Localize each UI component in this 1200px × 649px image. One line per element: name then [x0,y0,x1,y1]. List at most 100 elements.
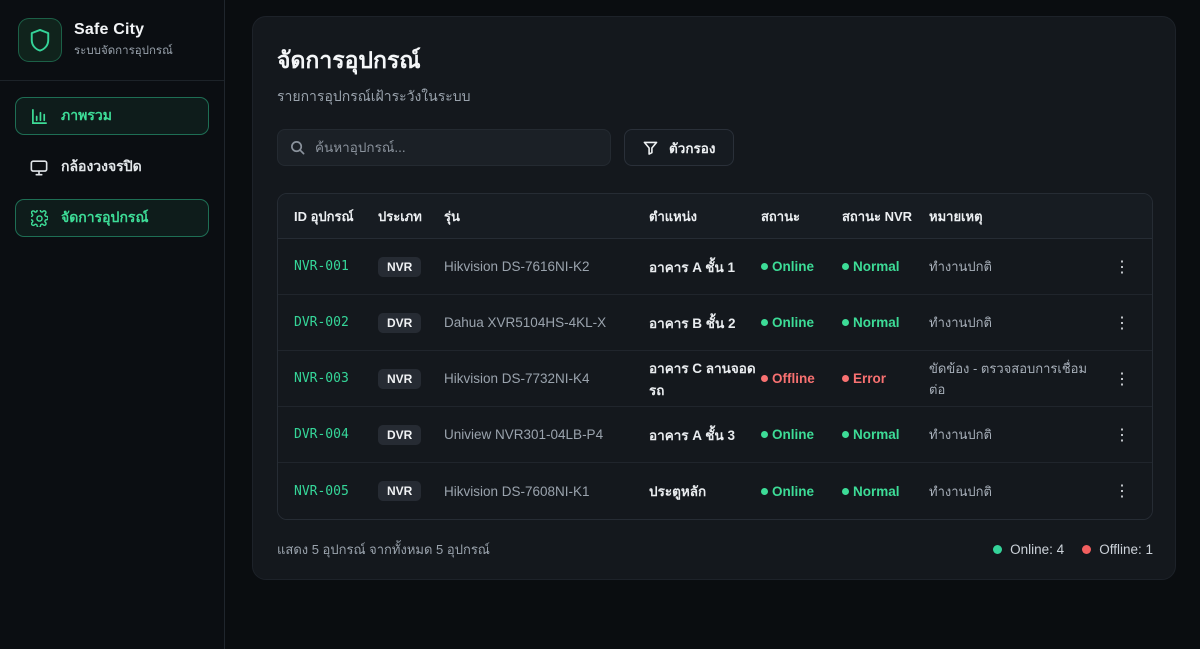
table-row: DVR-002 DVR Dahua XVR5104HS-4KL-X อาคาร B ช… [278,295,1152,351]
device-type-badge: DVR [378,424,422,445]
sidebar-nav: ภาพรวม กล้องวงจรปิด จัดการอุปกรณ์ [0,81,224,253]
table-row: NVR-001 NVR Hikvision DS-7616NI-K2 อาคาร A … [278,239,1152,295]
device-type-cell: DVR [378,424,444,445]
device-note: ทำงานปกติ [929,483,992,499]
online-count: Online: 4 [1010,542,1065,557]
device-status: Online [761,315,842,330]
status-label: Offline [772,371,815,386]
row-menu-button[interactable]: ⋮ [1108,477,1136,505]
status-label: Online [772,483,815,499]
device-note: ทำงานปกติ [929,315,992,330]
nvr-status-label: Normal [853,427,900,442]
row-menu-button[interactable]: ⋮ [1108,253,1136,281]
device-model: Hikvision DS-7616NI-K2 [444,259,590,274]
results-summary: แสดง 5 อุปกรณ์ จากทั้งหมด 5 อุปกรณ์ [277,542,490,557]
status-legend: Online: 4 Offline: 1 [993,542,1153,557]
nvr-status-dot-icon [842,375,849,382]
device-type-cell: DVR [378,312,444,333]
gear-icon [30,209,48,227]
nvr-status-dot-icon [842,487,849,495]
device-status: Online [761,427,842,442]
status-dot-icon [761,431,768,438]
search-input[interactable] [315,140,598,155]
app-title: Safe City [74,20,145,38]
column-header-status: สถานะ [761,208,800,224]
device-note: ทำงานปกติ [929,427,992,442]
device-location: อาคาร C ลานจอดรถ [649,360,756,398]
nvr-status-dot-icon [842,431,849,438]
device-management-card: จัดการอุปกรณ์ รายการอุปกรณ์เฝ้าระวังในระ… [252,16,1176,580]
sidebar-item-label: จัดการอุปกรณ์ [61,209,149,225]
table-body: NVR-001 NVR Hikvision DS-7616NI-K2 อาคาร A … [278,239,1152,519]
sidebar-item-cameras[interactable]: กล้องวงจรปิด [15,148,209,186]
row-menu-button[interactable]: ⋮ [1108,309,1136,337]
device-model: Dahua XVR5104HS-4KL-X [444,315,607,330]
status-label: Online [772,259,815,274]
status-label: Online [772,315,815,330]
status-dot-icon [761,319,768,326]
device-type-badge: NVR [378,256,422,277]
device-status: Offline [761,371,842,386]
nvr-status-label: Normal [853,483,900,499]
column-header-note: หมายเหตุ [929,208,983,224]
table-row: NVR-005 NVR Hikvision DS-7608NI-K1 ประตูหลั… [278,463,1152,519]
offline-count: Offline: 1 [1099,542,1153,557]
device-nvr-status: Error [842,371,929,386]
main-content: จัดการอุปกรณ์ รายการอุปกรณ์เฝ้าระวังในระ… [225,0,1200,649]
device-location: อาคาร A ชั้น 3 [649,427,735,443]
device-location: ประตูหลัก [649,484,707,499]
search-box [277,129,611,166]
device-type-badge: NVR [378,481,422,501]
device-type-cell: NVR [378,368,444,389]
device-table: ID อุปกรณ์ ประเภท รุ่น ตำแหน่ง สถานะ สถา… [277,193,1153,520]
table-row: DVR-004 DVR Uniview NVR301-04LB-P4 อาคาร A … [278,407,1152,463]
brand-text: Safe City ระบบจัดการอุปกรณ์ [74,21,173,60]
page-subtitle: รายการอุปกรณ์เฝ้าระวังในระบบ [277,88,471,104]
column-header-type: ประเภท [378,208,422,224]
sidebar-item-devices[interactable]: จัดการอุปกรณ์ [15,199,209,237]
device-model: Uniview NVR301-04LB-P4 [444,427,604,442]
device-id: DVR-004 [294,427,349,442]
row-menu-button[interactable]: ⋮ [1108,421,1136,449]
row-menu-button[interactable]: ⋮ [1108,365,1136,393]
funnel-icon [643,141,658,155]
device-location: อาคาร A ชั้น 1 [649,259,735,275]
device-model: Hikvision DS-7732NI-K4 [444,371,590,386]
device-status: Online [761,259,842,274]
app-logo [18,18,62,62]
device-nvr-status: Normal [842,484,929,499]
filter-button[interactable]: ตัวกรอง [624,129,735,166]
search-icon [290,140,305,155]
bar-chart-icon [30,108,48,125]
nvr-status-label: Normal [853,315,900,330]
online-dot-icon [993,545,1003,554]
device-nvr-status: Normal [842,427,929,442]
device-note: ทำงานปกติ [929,259,992,274]
device-location: อาคาร B ชั้น 2 [649,315,736,331]
column-header-id: ID อุปกรณ์ [294,208,354,224]
device-type-badge: NVR [378,368,422,389]
status-label: Online [772,427,815,442]
brand: Safe City ระบบจัดการอุปกรณ์ [0,0,224,81]
legend-online: Online: 4 [993,542,1064,557]
filter-button-label: ตัวกรอง [669,140,716,156]
status-dot-icon [761,263,768,270]
table-row: NVR-003 NVR Hikvision DS-7732NI-K4 อาคาร C … [278,351,1152,407]
status-dot-icon [761,487,768,495]
nvr-status-dot-icon [842,263,849,270]
nvr-status-label: Error [853,371,887,386]
device-model: Hikvision DS-7608NI-K1 [444,483,590,499]
page-title: จัดการอุปกรณ์ [277,47,421,73]
device-type-badge: DVR [378,312,422,333]
table-footer: แสดง 5 อุปกรณ์ จากทั้งหมด 5 อุปกรณ์ Onli… [277,539,1153,560]
device-id: DVR-002 [294,315,349,330]
sidebar-item-label: ภาพรวม [61,107,112,123]
shield-icon [29,28,51,52]
nvr-status-dot-icon [842,319,849,326]
device-type-cell: NVR [378,481,444,501]
column-header-nvr: สถานะ NVR [842,208,913,224]
legend-offline: Offline: 1 [1082,542,1153,557]
sidebar-item-overview[interactable]: ภาพรวม [15,97,209,135]
sidebar-item-label: กล้องวงจรปิด [61,158,142,174]
